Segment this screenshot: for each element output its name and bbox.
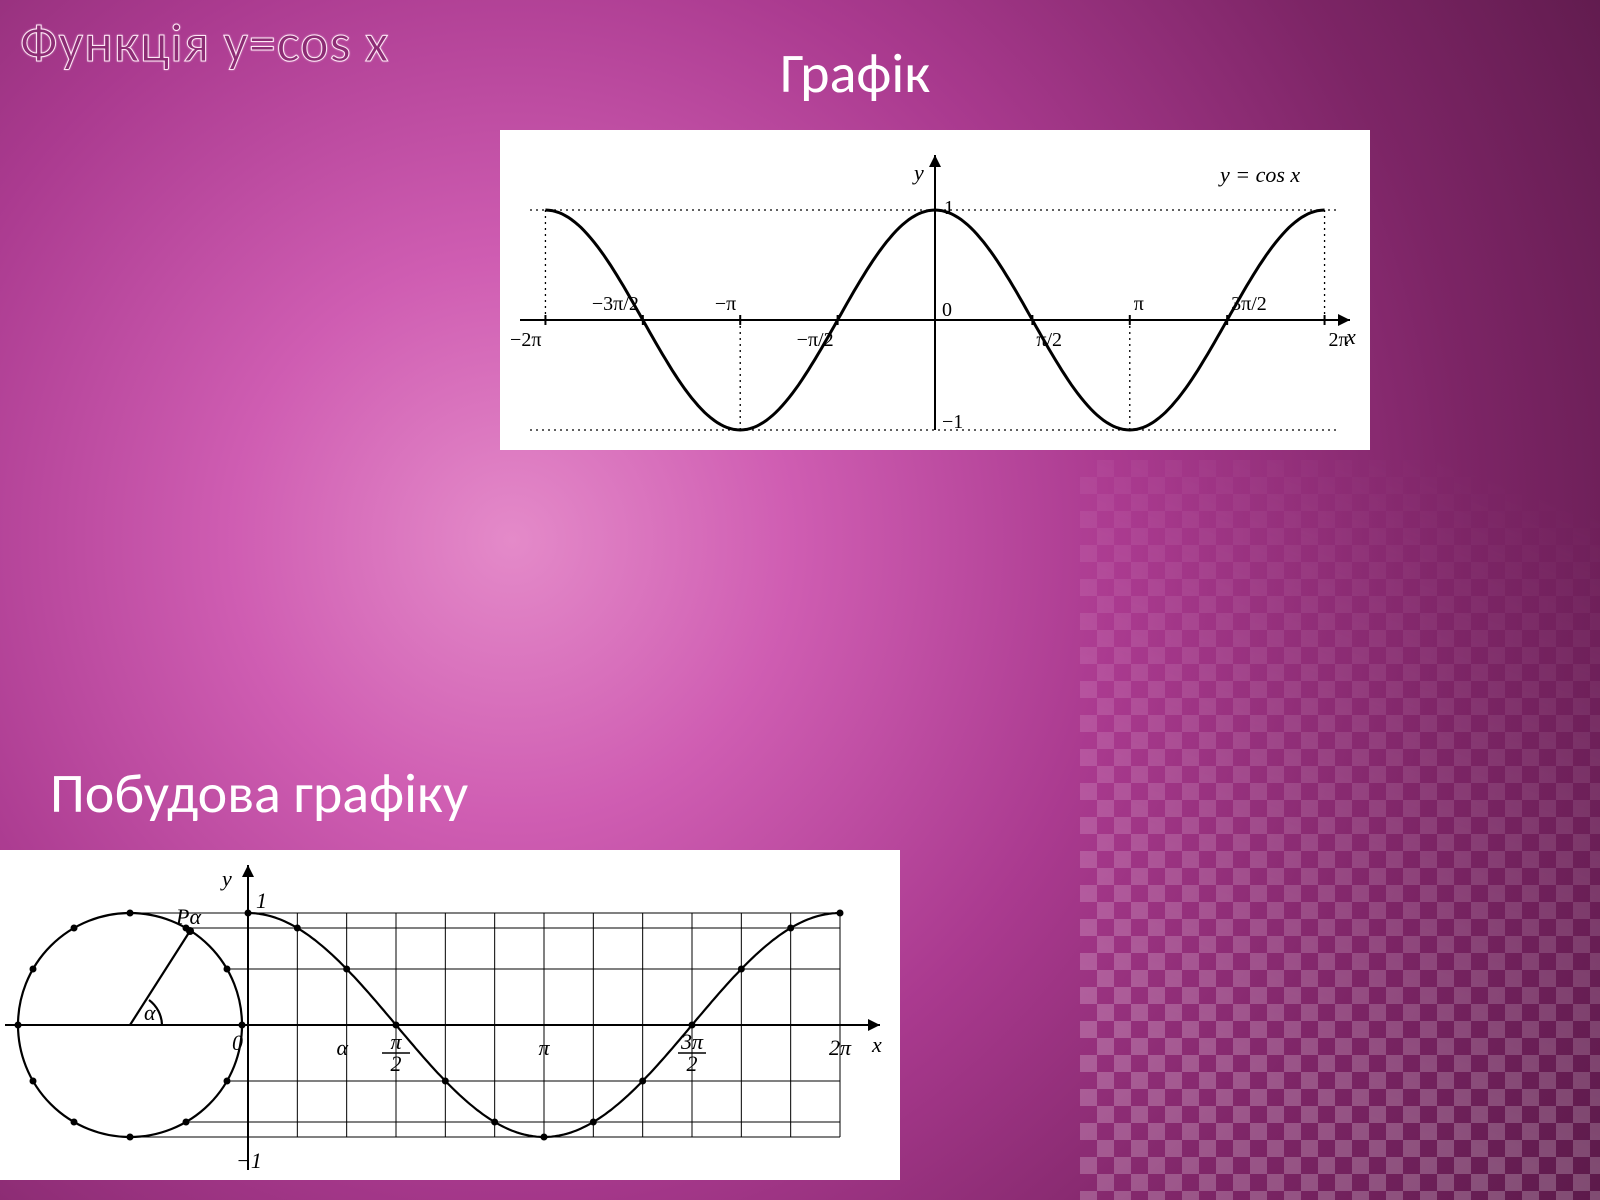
svg-text:α: α bbox=[336, 1035, 348, 1060]
svg-text:−3π/2: −3π/2 bbox=[592, 293, 639, 315]
svg-text:2: 2 bbox=[391, 1051, 402, 1076]
svg-text:3π/2: 3π/2 bbox=[1231, 293, 1267, 315]
origin-label: 0 bbox=[942, 299, 952, 321]
function-label: y = cos x bbox=[1218, 162, 1300, 187]
con-y1: 1 bbox=[256, 888, 267, 913]
con-yminus1: −1 bbox=[236, 1148, 262, 1173]
con-tick-labels: απ2π3π22π bbox=[336, 1029, 852, 1076]
svg-text:2π: 2π bbox=[1329, 329, 1349, 351]
cos-graph-svg: y x 1 −1 0 y = cos x −2π−3π/2−π−π/2π/2π3… bbox=[500, 130, 1370, 450]
svg-text:2π: 2π bbox=[829, 1035, 852, 1060]
svg-text:π/2: π/2 bbox=[1036, 329, 1062, 351]
construction-graph-panel: y 1 −1 0 x α Pα απ2π3π22π bbox=[0, 850, 900, 1180]
slide: Функція y=cos x Графік y x 1 −1 0 y = c bbox=[0, 0, 1600, 1200]
slide-title: Функція y=cos x bbox=[20, 10, 389, 76]
cos-graph-panel: y x 1 −1 0 y = cos x −2π−3π/2−π−π/2π/2π3… bbox=[500, 130, 1370, 450]
con-x-label: x bbox=[871, 1032, 882, 1057]
svg-text:π: π bbox=[1134, 293, 1144, 315]
construction-graph-svg: y 1 −1 0 x α Pα απ2π3π22π bbox=[0, 850, 900, 1180]
con-origin: 0 bbox=[232, 1030, 243, 1055]
svg-text:π: π bbox=[538, 1035, 550, 1060]
y-axis-label: y bbox=[912, 160, 924, 185]
graph-heading: Графік bbox=[780, 40, 930, 108]
con-y-label: y bbox=[220, 866, 232, 891]
svg-text:−π/2: −π/2 bbox=[797, 329, 834, 351]
y1-label: 1 bbox=[944, 197, 954, 219]
svg-text:2: 2 bbox=[687, 1051, 698, 1076]
yminus1-label: −1 bbox=[942, 411, 963, 433]
svg-text:−π: −π bbox=[715, 293, 736, 315]
cos-tick-labels: −2π −3π/2 −π −π/2 π/2 π 3π/2 2π bbox=[510, 293, 1349, 351]
p-alpha-label: Pα bbox=[175, 904, 201, 929]
angle-label: α bbox=[144, 1000, 156, 1025]
corner-diamond-pattern bbox=[1080, 460, 1600, 1200]
svg-text:−2π: −2π bbox=[510, 329, 541, 351]
construction-heading: Побудова графіку bbox=[50, 760, 468, 828]
